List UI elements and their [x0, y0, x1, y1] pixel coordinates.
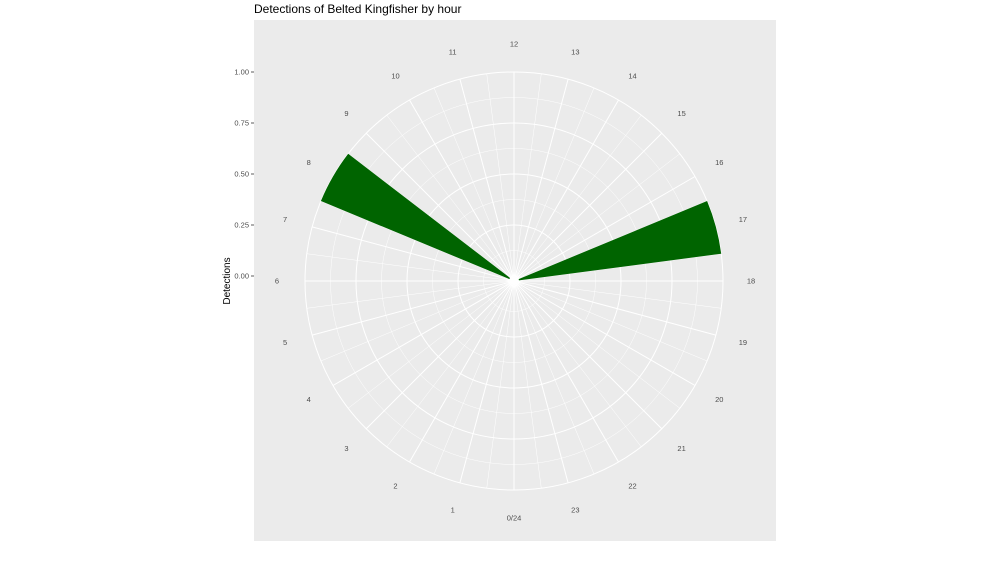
major-spoke: [513, 176, 696, 282]
hour-tick-label: 2: [393, 482, 397, 491]
minor-spoke: [513, 280, 595, 475]
hour-tick-label: 20: [715, 395, 723, 404]
hour-tick-label: 1: [451, 505, 455, 514]
y-tick-label: 0.00: [234, 272, 249, 281]
minor-spoke: [486, 73, 515, 282]
minor-grid-circle: [381, 148, 647, 414]
grid-layer: [304, 71, 724, 491]
minor-spoke: [306, 280, 515, 309]
minor-spoke: [513, 280, 708, 362]
hour-tick-label: 5: [283, 338, 287, 347]
minor-spoke: [513, 115, 642, 282]
major-spoke: [459, 280, 515, 484]
grid-circle: [355, 122, 673, 440]
minor-grid-circle: [330, 97, 698, 465]
y-tick-label: 0.50: [234, 170, 249, 179]
grid-circle: [406, 173, 622, 389]
hour-tick-label: 8: [307, 158, 311, 167]
minor-spoke: [513, 280, 680, 409]
hour-tick-label: 16: [715, 158, 723, 167]
hour-tick-label: 0/24: [507, 514, 522, 523]
hour-tick-label: 19: [739, 338, 747, 347]
major-spoke: [365, 280, 515, 430]
minor-spoke: [513, 280, 642, 447]
y-axis: 0.00 0.25 0.50 0.75 1.00: [234, 68, 254, 281]
minor-spoke: [320, 280, 515, 362]
hour-tick-label: 3: [344, 444, 348, 453]
y-tick-label: 0.25: [234, 221, 249, 230]
minor-spoke: [513, 153, 680, 282]
major-spoke: [459, 78, 515, 282]
minor-spoke: [513, 73, 542, 282]
hour-tick-label: 17: [739, 215, 747, 224]
major-spoke: [513, 280, 619, 463]
major-spoke: [513, 280, 569, 484]
hour-tick-label: 4: [307, 395, 311, 404]
minor-spoke: [320, 200, 515, 282]
major-spoke: [332, 280, 515, 386]
bar-layer: [320, 153, 722, 281]
y-tick-label: 1.00: [234, 68, 249, 77]
major-spoke: [409, 99, 515, 282]
hour-tick-label: 6: [275, 277, 279, 286]
minor-spoke: [513, 87, 595, 282]
major-spoke: [513, 78, 569, 282]
minor-spoke: [513, 280, 722, 309]
hour-tick-label: 9: [344, 109, 348, 118]
hour-tick-label: 10: [391, 71, 399, 80]
minor-spoke: [348, 280, 515, 409]
minor-spoke: [306, 253, 515, 282]
minor-spoke: [486, 280, 515, 489]
major-spoke: [513, 280, 663, 430]
minor-grid-circle: [483, 250, 545, 312]
hour-tick-label: 14: [628, 71, 636, 80]
minor-grid-circle: [432, 199, 596, 363]
major-spoke: [513, 280, 696, 386]
hour-tick-label: 22: [628, 482, 636, 491]
major-spoke: [409, 280, 515, 463]
major-spoke: [311, 226, 515, 282]
hour-tick-label: 21: [677, 444, 685, 453]
grid-circle: [304, 71, 724, 491]
y-tick-label: 0.75: [234, 119, 249, 128]
grid-circle: [508, 275, 520, 287]
hour-tick-label: 13: [571, 48, 579, 57]
minor-spoke: [513, 280, 542, 489]
major-spoke: [311, 280, 515, 336]
major-spoke: [513, 280, 717, 336]
hour-tick-label: 7: [283, 215, 287, 224]
grid-circle: [457, 224, 571, 338]
hour-tick-label: 15: [677, 109, 685, 118]
major-spoke: [513, 132, 663, 282]
bar-hour-8: [320, 153, 511, 280]
hour-ticks: 0/24123456789101112131415161718192021222…: [275, 40, 755, 523]
hour-tick-label: 23: [571, 505, 579, 514]
major-spoke: [513, 99, 619, 282]
major-spoke: [365, 132, 515, 282]
bar-hour-17: [518, 201, 722, 281]
hour-tick-label: 18: [747, 277, 755, 286]
minor-spoke: [386, 280, 515, 447]
y-axis-label: Detections: [222, 257, 233, 304]
minor-spoke: [433, 280, 515, 475]
minor-spoke: [386, 115, 515, 282]
hour-tick-label: 11: [449, 48, 457, 57]
chart-title: Detections of Belted Kingfisher by hour: [254, 2, 462, 16]
minor-spoke: [433, 87, 515, 282]
hour-tick-label: 12: [510, 40, 518, 49]
